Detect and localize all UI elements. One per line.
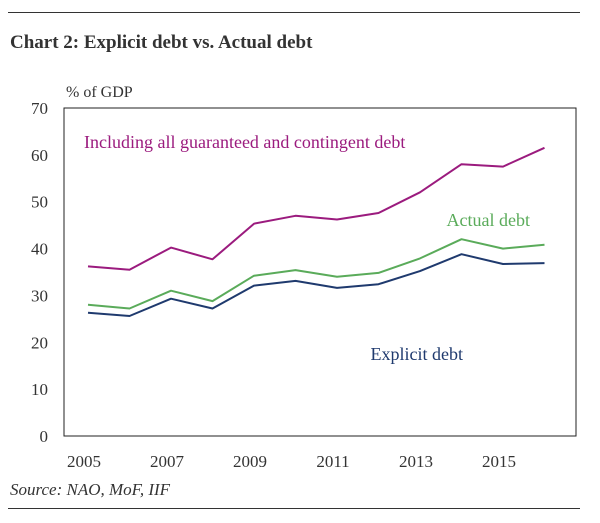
y-tick-label: 40 bbox=[31, 240, 48, 259]
x-axis-ticks: 2005 2007 2009 2011 2013 2015 bbox=[67, 452, 516, 471]
y-tick-label: 0 bbox=[40, 427, 49, 446]
x-tick-label: 2007 bbox=[150, 452, 185, 471]
y-tick-label: 70 bbox=[31, 99, 48, 118]
y-tick-label: 50 bbox=[31, 193, 48, 212]
y-axis-ticks: 0 10 20 30 40 50 60 70 bbox=[31, 99, 48, 446]
x-tick-label: 2009 bbox=[233, 452, 267, 471]
y-tick-label: 60 bbox=[31, 146, 48, 165]
x-tick-label: 2011 bbox=[316, 452, 349, 471]
series-label: Actual debt bbox=[447, 210, 530, 230]
x-tick-label: 2015 bbox=[482, 452, 516, 471]
plot-area-frame bbox=[63, 107, 577, 437]
chart-title: Chart 2: Explicit debt vs. Actual debt bbox=[10, 32, 313, 53]
y-axis-label: % of GDP bbox=[66, 84, 133, 101]
x-tick-label: 2005 bbox=[67, 452, 101, 471]
bottom-rule bbox=[8, 508, 580, 509]
series-line-explicit-debt bbox=[87, 253, 545, 317]
top-rule bbox=[8, 12, 580, 13]
series-line-actual-debt bbox=[87, 238, 545, 310]
series-label: Including all guaranteed and contingent … bbox=[84, 132, 405, 152]
y-tick-label: 30 bbox=[31, 286, 48, 305]
series-label: Explicit debt bbox=[371, 344, 463, 364]
x-tick-label: 2013 bbox=[399, 452, 433, 471]
y-tick-label: 20 bbox=[31, 333, 48, 352]
series-lines bbox=[87, 146, 545, 317]
series-labels: Including all guaranteed and contingent … bbox=[84, 132, 530, 364]
series-line-including-all-guaranteed-and-contingent-debt bbox=[87, 146, 545, 271]
source-note: Source: NAO, MoF, IIF bbox=[10, 480, 171, 499]
y-tick-label: 10 bbox=[31, 380, 48, 399]
